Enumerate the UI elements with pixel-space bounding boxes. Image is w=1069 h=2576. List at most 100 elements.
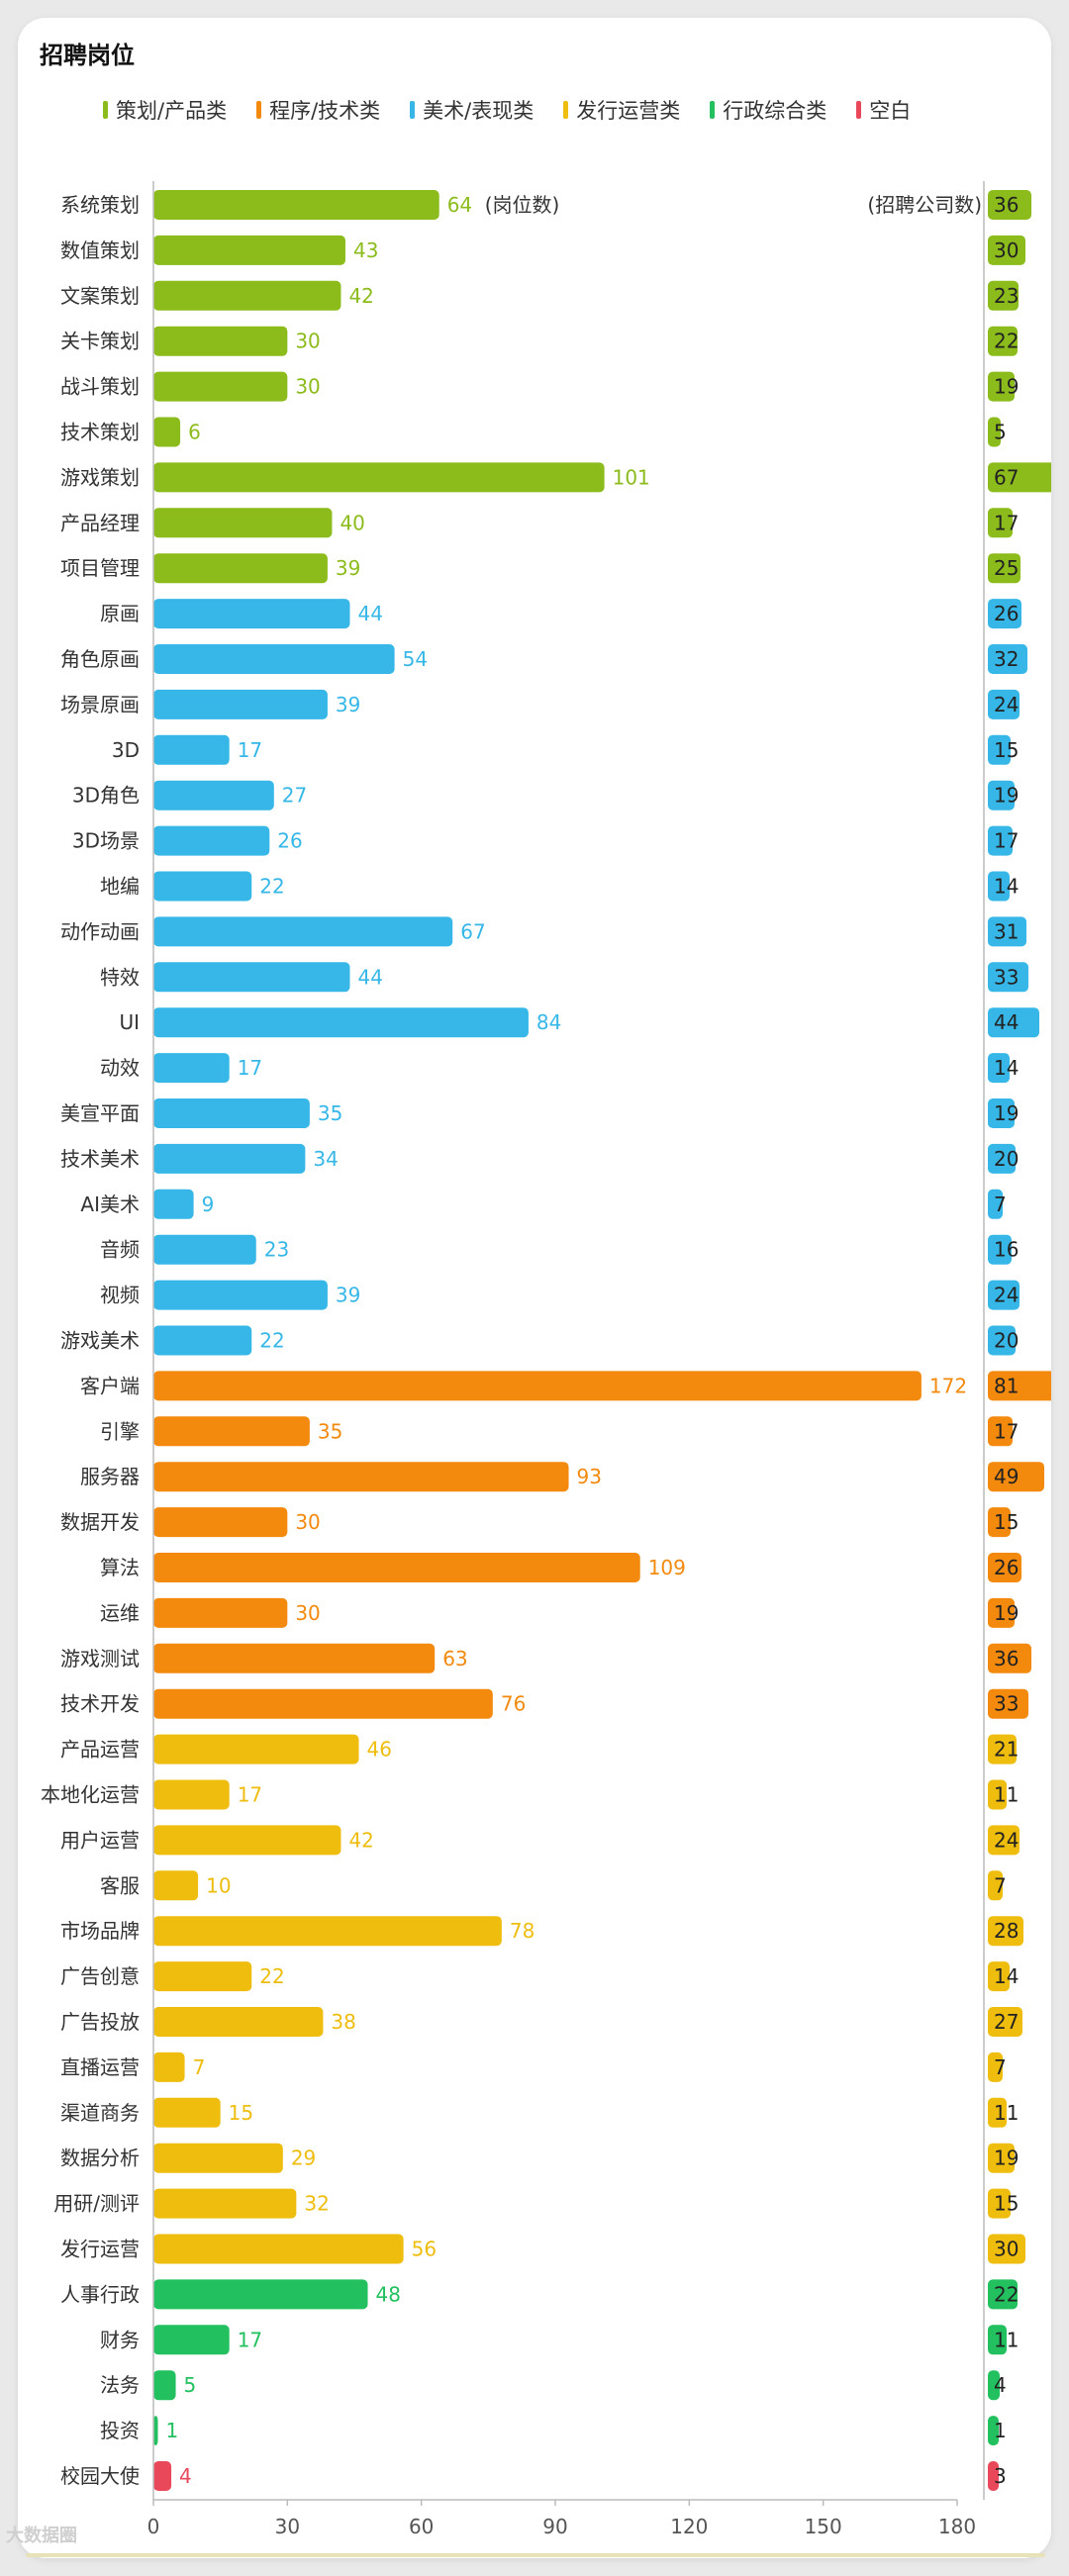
category-label: AI美术 (80, 1193, 140, 1216)
chart-title: 招聘岗位 (40, 42, 135, 69)
x-tick-label: 120 (670, 2515, 708, 2538)
value-label: 76 (501, 1692, 526, 1716)
company-bar (988, 1098, 1015, 1128)
company-count-label: 19 (994, 784, 1019, 808)
bar (153, 190, 439, 220)
bar (153, 1143, 306, 1174)
bar (153, 1007, 529, 1038)
company-count-label: 24 (994, 1284, 1019, 1307)
bar (153, 2188, 297, 2219)
company-count-label: 36 (994, 1647, 1019, 1670)
company-bar (988, 280, 1019, 311)
category-label: 校园大使 (60, 2464, 140, 2488)
legend-swatch (856, 101, 862, 119)
bar (153, 2325, 230, 2355)
x-tick-label: 30 (275, 2515, 300, 2538)
bar (153, 780, 274, 811)
value-label: 17 (238, 1783, 262, 1807)
category-label: 服务器 (80, 1465, 140, 1488)
company-count-label: 20 (994, 1147, 1019, 1171)
bottom-strip (26, 2553, 1045, 2557)
company-count-label: 11 (994, 2101, 1019, 2125)
company-bar (988, 1961, 1010, 1992)
value-label: 7 (193, 2055, 206, 2079)
company-bar (988, 508, 1013, 538)
value-label: 23 (264, 1238, 289, 1262)
company-count-label: 26 (994, 1556, 1019, 1579)
bar (153, 1825, 341, 1856)
category-label: 直播运营 (60, 2055, 140, 2079)
bar (153, 1553, 640, 1582)
bar (153, 2279, 368, 2310)
category-label: 引擎 (100, 1419, 140, 1443)
company-count-label: 19 (994, 1101, 1019, 1125)
company-bar (988, 1234, 1012, 1265)
category-label: 渠道商务 (60, 2101, 140, 2125)
bar (153, 326, 288, 356)
category-label: 场景原画 (60, 693, 140, 716)
category-label: 3D角色 (72, 784, 140, 808)
value-label: 67 (460, 919, 485, 943)
company-bar (988, 1688, 1028, 1719)
company-bar (988, 2325, 1007, 2355)
value-label: 34 (313, 1147, 338, 1171)
company-count-label: 22 (994, 2282, 1019, 2306)
bar (153, 1098, 310, 1128)
company-count-label: 22 (994, 330, 1019, 353)
category-label: 用户运营 (60, 1828, 140, 1852)
category-label: 游戏美术 (60, 1329, 140, 1353)
category-label: 视频 (100, 1284, 140, 1307)
value-label: 22 (259, 875, 284, 899)
company-bar (988, 1189, 1003, 1219)
bar (153, 1189, 194, 1219)
category-label: 用研/测评 (53, 2192, 140, 2216)
category-label: 地编 (100, 875, 140, 899)
company-count-label: 15 (994, 738, 1019, 762)
company-count-label: 7 (994, 1873, 1007, 1897)
company-count-label: 15 (994, 1510, 1019, 1534)
company-bar (988, 916, 1026, 947)
category-label: 投资 (100, 2419, 140, 2442)
company-bar (988, 326, 1018, 356)
category-label: 3D场景 (72, 829, 140, 853)
legend-item-ops: 发行运营类 (563, 95, 680, 125)
category-label: 美宣平面 (60, 1101, 140, 1125)
value-label: 22 (259, 1329, 284, 1353)
bar (153, 371, 288, 402)
company-bar (988, 1643, 1031, 1673)
company-count-label: 19 (994, 2147, 1019, 2170)
value-label: 32 (304, 2192, 329, 2216)
footer-logo: 大数据圈 (6, 2526, 77, 2546)
company-count-label: 14 (994, 1056, 1019, 1080)
value-label: 17 (238, 2328, 262, 2351)
company-bar (988, 2097, 1007, 2128)
category-label: 系统策划 (60, 193, 140, 217)
bar (153, 2143, 283, 2173)
company-bar (988, 371, 1015, 402)
company-count-label: 17 (994, 1419, 1019, 1443)
value-label: 40 (340, 511, 364, 534)
bar (153, 644, 395, 674)
value-label: 44 (357, 965, 382, 989)
value-label: 17 (238, 1056, 262, 1080)
bar (153, 2370, 176, 2401)
value-label: 39 (336, 1284, 360, 1307)
company-count-label: 67 (994, 465, 1019, 489)
value-label: 109 (648, 1556, 686, 1579)
category-label: 客户端 (80, 1374, 140, 1397)
company-count-label: 28 (994, 1919, 1019, 1943)
category-label: 本地化运营 (41, 1783, 140, 1807)
unit-label-left: (岗位数) (485, 193, 560, 217)
category-label: 项目管理 (60, 556, 140, 580)
company-bar (988, 1416, 1013, 1447)
bar (153, 508, 333, 538)
bar (153, 2051, 185, 2082)
category-label: 游戏策划 (60, 465, 140, 489)
category-label: 游戏测试 (60, 1647, 140, 1670)
category-label: 数值策划 (60, 239, 140, 262)
company-count-label: 33 (994, 1692, 1019, 1716)
company-bar (988, 2051, 1003, 2082)
value-label: 30 (295, 330, 320, 353)
company-bar (988, 2416, 999, 2446)
value-label: 30 (295, 1601, 320, 1625)
